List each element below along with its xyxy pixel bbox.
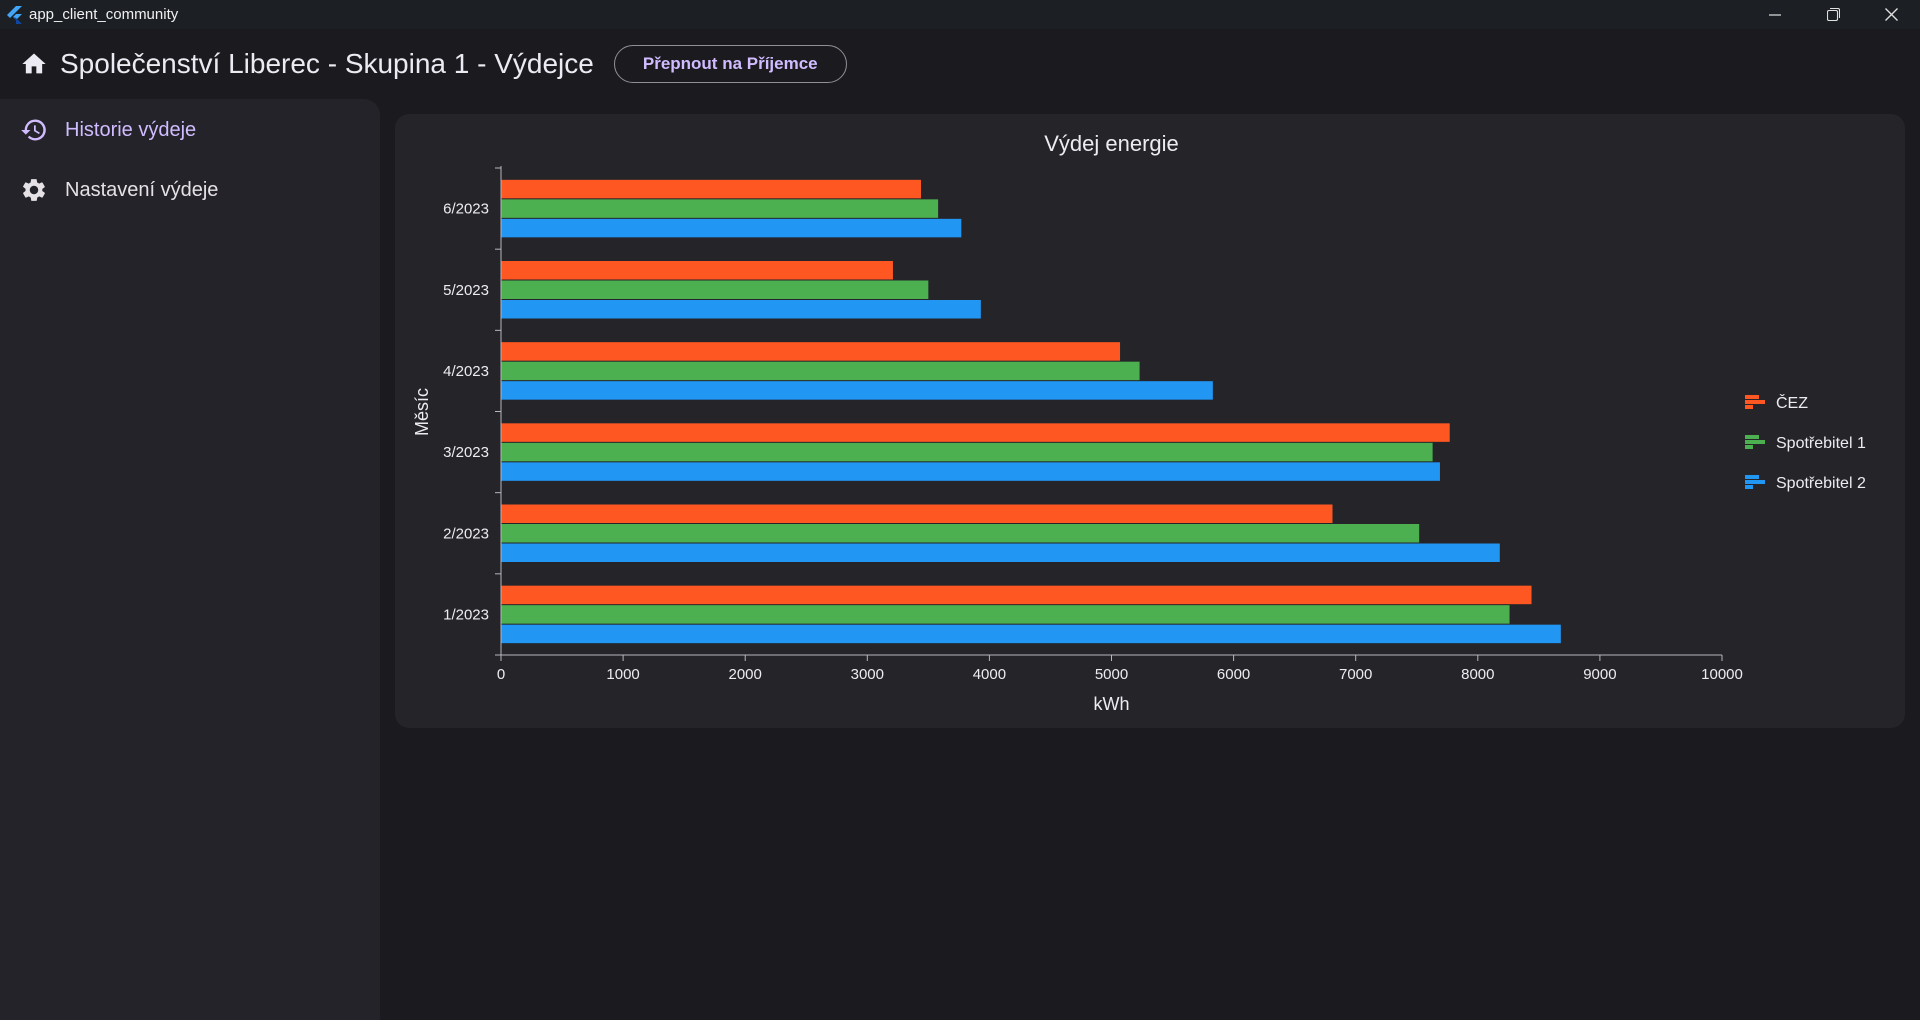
y-tick-label: 2/2023 <box>443 525 489 542</box>
x-axis-label: kWh <box>1094 694 1130 714</box>
close-button[interactable] <box>1862 0 1920 29</box>
x-tick-label: 10000 <box>1701 666 1743 683</box>
x-tick-label: 5000 <box>1095 666 1128 683</box>
sidebar-item-label: Nastavení výdeje <box>65 178 219 201</box>
legend-swatch <box>1745 445 1753 449</box>
close-icon <box>1884 8 1898 21</box>
y-axis-label: Měsíc <box>412 388 432 436</box>
x-tick-label: 2000 <box>729 666 762 683</box>
x-tick-label: 0 <box>497 666 505 683</box>
gear-icon <box>23 179 45 201</box>
bar-spot-ebitel-2-1-2023 <box>501 624 1561 644</box>
history-icon <box>21 119 46 141</box>
legend-swatch <box>1745 435 1759 439</box>
legend-swatch <box>1745 405 1753 409</box>
bar-spot-ebitel-1-3-2023 <box>501 442 1433 462</box>
x-tick-label: 8000 <box>1461 666 1494 683</box>
legend-swatch <box>1745 475 1759 479</box>
legend-swatch <box>1745 485 1753 489</box>
legend-swatch <box>1745 400 1765 404</box>
window-titlebar: app_client_community <box>0 0 1920 29</box>
bar-spot-ebitel-1-5-2023 <box>501 280 929 299</box>
x-tick-label: 1000 <box>606 666 639 683</box>
minimize-icon <box>1769 13 1781 16</box>
bar--ez-6-2023 <box>501 179 922 199</box>
sidebar-item-settings[interactable]: Nastavení výdeje <box>0 170 218 210</box>
sidebar: Historie výdeje Nastavení výdeje <box>0 99 380 1020</box>
x-tick-label: 4000 <box>973 666 1006 683</box>
bar-spot-ebitel-2-6-2023 <box>501 218 962 238</box>
chart-title: Výdej energie <box>1044 131 1179 156</box>
restore-icon <box>1826 8 1840 21</box>
bar-spot-ebitel-2-2-2023 <box>501 543 1500 562</box>
legend-label: Spotřebitel 2 <box>1776 475 1866 492</box>
flutter-logo-icon <box>4 5 24 25</box>
bar-spot-ebitel-1-6-2023 <box>501 199 939 218</box>
home-icon[interactable] <box>20 50 48 78</box>
legend-label: Spotřebitel 1 <box>1776 435 1866 452</box>
bar--ez-3-2023 <box>501 423 1450 442</box>
energy-bar-chart: Výdej energie 1/2023 2/2023 3/2023 4/2023 5/2… <box>412 131 1866 714</box>
y-tick-label: 3/2023 <box>443 444 489 461</box>
y-tick-label: 5/2023 <box>443 282 489 299</box>
bar--ez-2-2023 <box>501 504 1333 523</box>
bar-spot-ebitel-1-1-2023 <box>501 605 1510 624</box>
bar--ez-1-2023 <box>501 585 1532 605</box>
sidebar-item-history[interactable]: Historie výdeje <box>0 110 196 150</box>
y-tick-label: 6/2023 <box>443 201 489 218</box>
x-tick-label: 9000 <box>1583 666 1616 683</box>
sidebar-item-label: Historie výdeje <box>65 118 197 141</box>
bar--ez-5-2023 <box>501 261 893 280</box>
legend-swatch <box>1745 480 1765 484</box>
x-tick-label: 6000 <box>1217 666 1250 683</box>
y-tick-label: 4/2023 <box>443 363 489 380</box>
switch-to-receiver-button[interactable]: Přepnout na Příjemce <box>613 45 847 83</box>
restore-button[interactable] <box>1804 0 1862 29</box>
page-title: Společenství Liberec - Skupina 1 - Výdej… <box>60 48 594 79</box>
energy-chart-card: Výdej energie 1/2023 2/2023 3/2023 4/2023 5/2… <box>395 114 1905 728</box>
window-title: app_client_community <box>29 6 179 23</box>
y-tick-label: 1/2023 <box>443 606 489 623</box>
legend-label: ČEZ <box>1776 393 1808 412</box>
app-bar: Společenství Liberec - Skupina 1 - Výdej… <box>0 29 1920 99</box>
bar--ez-4-2023 <box>501 342 1121 361</box>
minimize-button[interactable] <box>1746 0 1804 29</box>
legend-swatch <box>1745 395 1759 399</box>
bar-spot-ebitel-1-4-2023 <box>501 361 1140 381</box>
bar-spot-ebitel-1-2-2023 <box>501 524 1420 543</box>
bar-spot-ebitel-2-3-2023 <box>501 462 1440 481</box>
bar-spot-ebitel-2-4-2023 <box>501 381 1213 400</box>
legend-swatch <box>1745 440 1765 444</box>
x-tick-label: 3000 <box>851 666 884 683</box>
x-tick-label: 7000 <box>1339 666 1372 683</box>
bar-spot-ebitel-2-5-2023 <box>501 300 981 319</box>
